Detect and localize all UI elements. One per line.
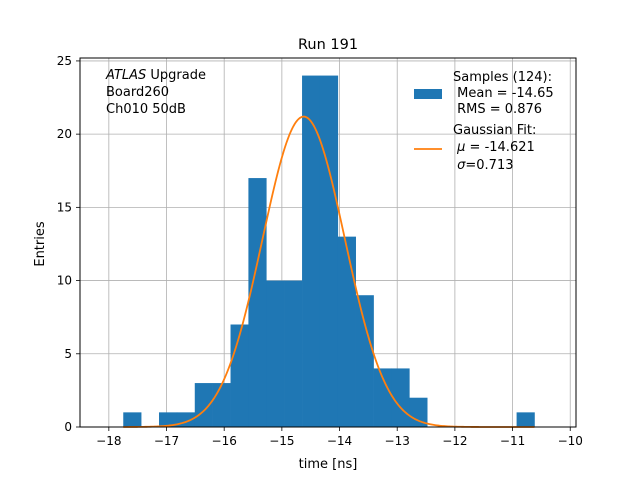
chart-title: Run 191 <box>298 37 358 53</box>
annotation-line-3: Ch010 50dB <box>106 102 186 117</box>
x-tick-label: −14 <box>327 434 352 448</box>
x-tick-label: −17 <box>154 434 179 448</box>
legend-mu-symbol: μ <box>456 140 465 155</box>
legend-samples-line-2: Mean = -14.65 <box>453 86 554 101</box>
x-tick-label: −10 <box>558 434 583 448</box>
annotation-line-2: Board260 <box>106 85 169 100</box>
x-tick-label: −18 <box>96 434 121 448</box>
legend-samples-swatch <box>414 89 442 99</box>
histogram-bar <box>319 75 339 428</box>
legend-samples-line-3: RMS = 0.876 <box>453 102 542 117</box>
legend: Samples (124): Mean = -14.65 RMS = 0.876… <box>414 70 554 173</box>
y-tick-label: 15 <box>57 200 72 214</box>
histogram-bar <box>355 295 374 427</box>
legend-sigma-symbol: σ <box>457 158 466 173</box>
y-tick-label: 0 <box>64 420 72 434</box>
histogram-bar <box>302 75 321 428</box>
histogram-bar <box>391 368 410 427</box>
legend-samples-line-1: Samples (124): <box>453 70 552 85</box>
histogram-bar <box>159 412 178 427</box>
legend-fit-line-1: Gaussian Fit: <box>453 123 536 138</box>
histogram-bar <box>194 383 213 427</box>
legend-sigma-value: =0.713 <box>465 158 513 173</box>
histogram-bar <box>284 280 303 427</box>
legend-fit-line-2: μ = -14.621 <box>453 140 535 155</box>
annotation-atlas: ATLAS <box>105 68 146 83</box>
x-tick-label: −13 <box>385 434 410 448</box>
x-axis-ticks: −18 −17 −16 −15 −14 −13 −12 −11 −10 <box>96 427 583 448</box>
y-axis-label: Entries <box>33 221 48 267</box>
annotation-upgrade: Upgrade <box>146 68 206 83</box>
histogram-bar <box>212 383 231 427</box>
histogram-bar <box>516 412 535 427</box>
legend-mu-value: = -14.621 <box>465 140 534 155</box>
x-tick-label: −11 <box>500 434 525 448</box>
x-axis-label: time [ns] <box>299 457 358 472</box>
histogram-bar <box>230 324 249 427</box>
y-axis-ticks: 0 5 10 15 20 25 <box>57 54 80 434</box>
x-tick-label: −16 <box>212 434 237 448</box>
y-tick-label: 10 <box>57 274 72 288</box>
histogram-bars <box>123 75 535 428</box>
atlas-annotation: ATLAS Upgrade Board260 Ch010 50dB <box>105 68 206 117</box>
histogram-bar <box>337 236 356 427</box>
histogram-bar <box>266 280 285 427</box>
x-tick-label: −15 <box>269 434 294 448</box>
plot-frame <box>79 57 577 428</box>
histogram-bar <box>123 412 142 427</box>
legend-fit-line-3: σ=0.713 <box>453 158 514 173</box>
y-tick-label: 25 <box>57 54 72 68</box>
y-tick-label: 20 <box>57 127 72 141</box>
x-tick-label: −12 <box>442 434 467 448</box>
histogram-bar <box>409 397 428 427</box>
histogram-bar <box>373 368 392 427</box>
y-tick-label: 5 <box>64 347 72 361</box>
annotation-line-1: ATLAS Upgrade <box>105 68 206 83</box>
histogram-bar <box>248 178 267 427</box>
